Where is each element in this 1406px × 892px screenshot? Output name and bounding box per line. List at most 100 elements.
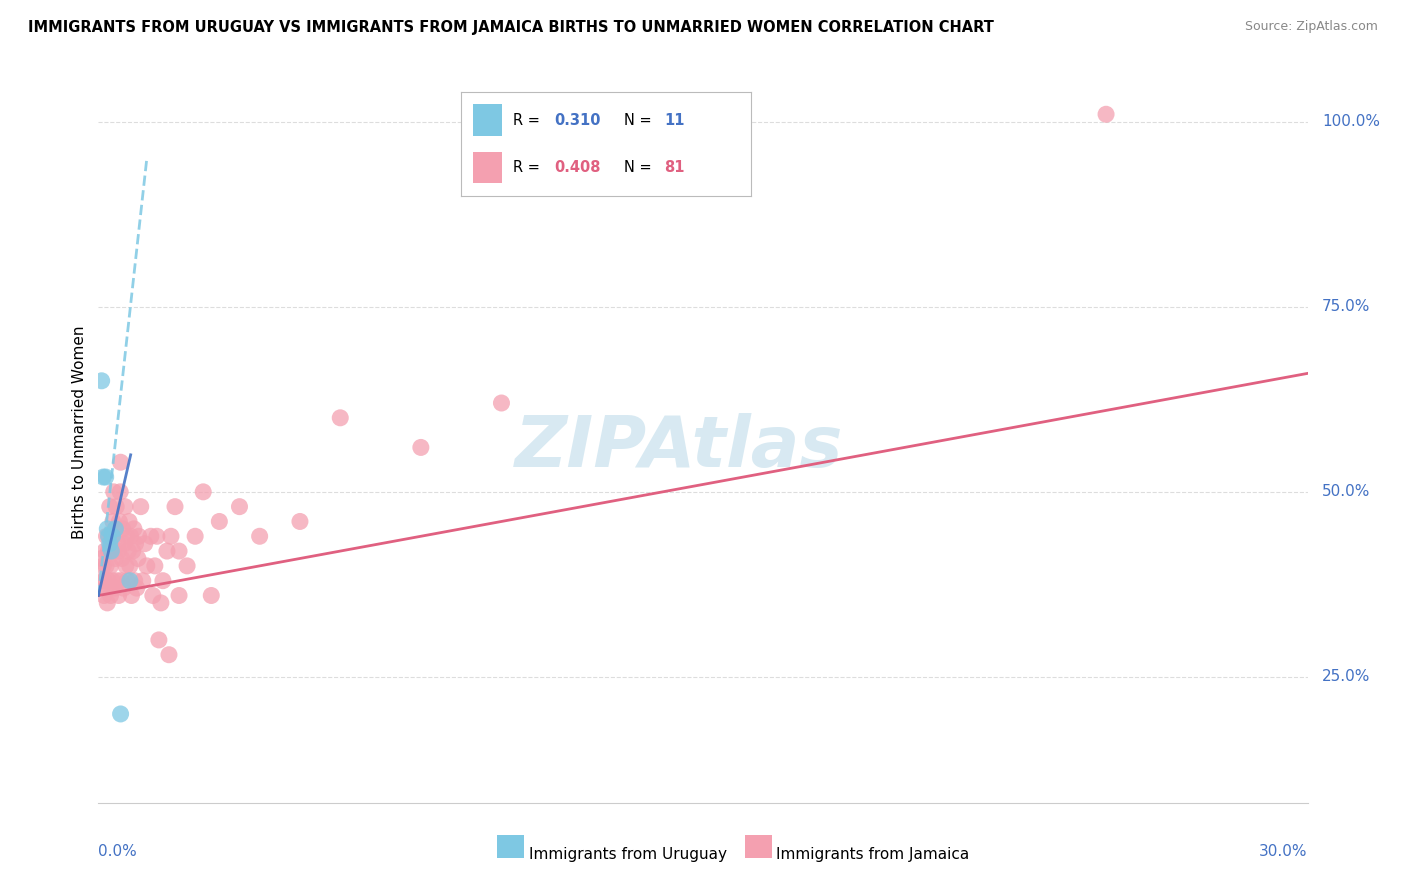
Point xyxy=(124,574,146,588)
Point xyxy=(148,632,170,647)
Point xyxy=(114,558,136,573)
Point xyxy=(128,529,150,543)
Point xyxy=(94,470,117,484)
Point xyxy=(167,544,190,558)
Point xyxy=(134,536,156,550)
Point xyxy=(93,574,115,588)
Point xyxy=(94,544,117,558)
Point xyxy=(184,529,207,543)
Point xyxy=(104,522,127,536)
Point xyxy=(105,500,128,514)
Point xyxy=(124,536,146,550)
Point xyxy=(101,544,124,558)
Point xyxy=(163,500,186,514)
Point xyxy=(288,515,311,529)
Point xyxy=(111,522,134,536)
Point xyxy=(143,558,166,573)
Point xyxy=(94,558,117,573)
Text: Immigrants from Jamaica: Immigrants from Jamaica xyxy=(776,847,969,863)
Point xyxy=(107,544,129,558)
Point xyxy=(108,484,131,499)
Point xyxy=(97,574,120,588)
Point xyxy=(100,544,122,558)
Point xyxy=(94,581,117,595)
Text: 50.0%: 50.0% xyxy=(1322,484,1371,500)
Point xyxy=(96,596,118,610)
Point xyxy=(118,574,141,588)
Point xyxy=(97,529,120,543)
Point xyxy=(149,596,172,610)
Point xyxy=(121,589,143,603)
Point xyxy=(160,529,183,543)
Point xyxy=(110,574,132,588)
Point xyxy=(200,589,222,603)
Point xyxy=(90,374,112,388)
Point xyxy=(91,470,114,484)
Point xyxy=(100,529,122,543)
Point xyxy=(112,536,135,550)
Point xyxy=(176,558,198,573)
Point xyxy=(96,529,118,543)
Point xyxy=(110,455,132,469)
Point xyxy=(103,484,125,499)
Point xyxy=(152,574,174,588)
Point xyxy=(100,558,122,573)
Point xyxy=(122,522,145,536)
Point xyxy=(129,500,152,514)
Point xyxy=(114,500,136,514)
Text: 100.0%: 100.0% xyxy=(1322,114,1381,129)
Point xyxy=(132,574,155,588)
Point xyxy=(101,529,124,543)
Point xyxy=(97,544,120,558)
Point xyxy=(167,589,190,603)
Text: 75.0%: 75.0% xyxy=(1322,299,1371,314)
Text: 25.0%: 25.0% xyxy=(1322,669,1371,684)
Point xyxy=(115,529,138,543)
Point xyxy=(125,581,148,595)
Point xyxy=(193,484,215,499)
Point xyxy=(104,551,127,566)
Point xyxy=(329,410,352,425)
Point xyxy=(90,551,112,566)
Point xyxy=(107,536,129,550)
Point xyxy=(208,515,231,529)
Point xyxy=(96,522,118,536)
Point xyxy=(249,529,271,543)
Y-axis label: Births to Unmarried Women: Births to Unmarried Women xyxy=(72,326,87,540)
Point xyxy=(118,558,141,573)
Point xyxy=(103,581,125,595)
Point xyxy=(98,536,121,550)
Point xyxy=(117,544,139,558)
Point xyxy=(91,574,114,588)
Point xyxy=(118,515,141,529)
Point xyxy=(93,589,115,603)
Point xyxy=(157,648,180,662)
Point xyxy=(117,574,139,588)
Point xyxy=(105,574,128,588)
Point xyxy=(111,551,134,566)
Point xyxy=(1095,107,1118,121)
Point xyxy=(121,544,143,558)
Point xyxy=(107,589,129,603)
Point xyxy=(142,589,165,603)
Text: IMMIGRANTS FROM URUGUAY VS IMMIGRANTS FROM JAMAICA BIRTHS TO UNMARRIED WOMEN COR: IMMIGRANTS FROM URUGUAY VS IMMIGRANTS FR… xyxy=(28,20,994,35)
Text: Source: ZipAtlas.com: Source: ZipAtlas.com xyxy=(1244,20,1378,33)
Point xyxy=(139,529,162,543)
Point xyxy=(409,441,432,455)
Point xyxy=(101,515,124,529)
Point xyxy=(120,529,142,543)
Point xyxy=(228,500,250,514)
Point xyxy=(97,529,120,543)
Text: Immigrants from Uruguay: Immigrants from Uruguay xyxy=(529,847,727,863)
Point xyxy=(146,529,169,543)
Point xyxy=(127,551,149,566)
Point xyxy=(100,589,122,603)
Text: ZIPAtlas: ZIPAtlas xyxy=(515,413,844,482)
Point xyxy=(156,544,179,558)
Point xyxy=(110,706,132,721)
Point xyxy=(112,581,135,595)
Point xyxy=(91,558,114,573)
Point xyxy=(108,515,131,529)
Point xyxy=(104,522,127,536)
Point xyxy=(98,500,121,514)
